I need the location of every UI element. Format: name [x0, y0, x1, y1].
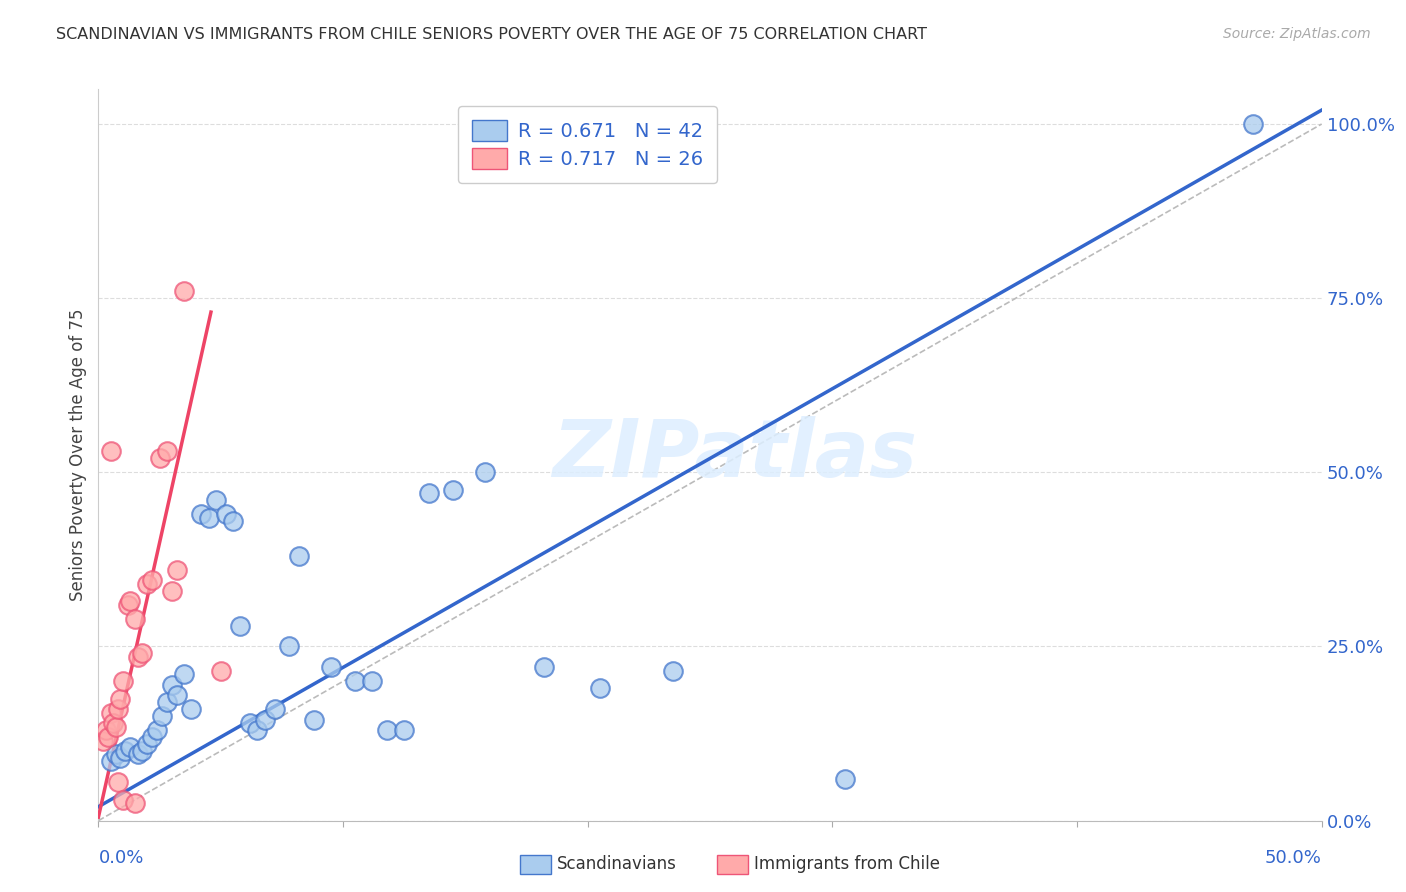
Point [110, 751, 132, 765]
Point [441, 483, 464, 497]
Point [111, 793, 134, 807]
Point [1241, 117, 1264, 131]
Point [110, 691, 132, 706]
Point [278, 640, 301, 654]
Point [117, 598, 139, 612]
Point [197, 510, 219, 524]
Point [222, 514, 245, 528]
Point [662, 664, 685, 678]
Point [136, 737, 159, 751]
Point [834, 772, 856, 786]
Point [131, 744, 153, 758]
Point [253, 713, 276, 727]
Point [141, 574, 163, 588]
Text: 50.0%: 50.0% [1265, 848, 1322, 866]
Point [214, 507, 236, 521]
Text: Scandinavians: Scandinavians [557, 855, 676, 873]
Point [246, 723, 269, 737]
Point [160, 583, 183, 598]
Point [131, 647, 153, 661]
Point [344, 674, 367, 689]
Legend: R = 0.671   N = 42, R = 0.717   N = 26: R = 0.671 N = 42, R = 0.717 N = 26 [458, 106, 717, 183]
Point [100, 444, 122, 458]
Text: Source: ZipAtlas.com: Source: ZipAtlas.com [1223, 27, 1371, 41]
Point [107, 702, 129, 716]
Point [190, 507, 212, 521]
Point [173, 667, 195, 681]
Point [375, 723, 398, 737]
Point [239, 716, 262, 731]
Point [141, 730, 163, 744]
Point [91, 733, 114, 747]
Point [146, 723, 169, 737]
Point [229, 618, 252, 632]
Point [136, 576, 159, 591]
Point [166, 563, 188, 577]
Point [97, 730, 120, 744]
Point [209, 664, 232, 678]
Point [127, 747, 149, 762]
Point [173, 284, 195, 298]
Point [124, 612, 146, 626]
Point [107, 775, 129, 789]
Point [205, 493, 228, 508]
Point [474, 466, 496, 480]
Text: Immigrants from Chile: Immigrants from Chile [754, 855, 939, 873]
Point [533, 660, 555, 674]
Point [104, 720, 127, 734]
Point [114, 744, 136, 758]
Text: ZIPatlas: ZIPatlas [553, 416, 917, 494]
Point [124, 796, 146, 810]
Point [302, 713, 325, 727]
Point [156, 444, 179, 458]
Point [589, 681, 612, 696]
Point [120, 740, 142, 755]
Point [127, 649, 149, 664]
Y-axis label: Seniors Poverty Over the Age of 75: Seniors Poverty Over the Age of 75 [69, 309, 87, 601]
Point [100, 706, 122, 720]
Point [100, 755, 122, 769]
Point [160, 678, 183, 692]
Point [392, 723, 416, 737]
Point [94, 723, 117, 737]
Point [288, 549, 311, 563]
Point [104, 747, 127, 762]
Point [101, 716, 124, 731]
Text: SCANDINAVIAN VS IMMIGRANTS FROM CHILE SENIORS POVERTY OVER THE AGE OF 75 CORRELA: SCANDINAVIAN VS IMMIGRANTS FROM CHILE SE… [56, 27, 927, 42]
Text: 0.0%: 0.0% [98, 848, 143, 866]
Point [180, 702, 202, 716]
Point [319, 660, 342, 674]
Point [150, 709, 173, 723]
Point [111, 674, 134, 689]
Point [263, 702, 285, 716]
Point [120, 594, 142, 608]
Point [149, 451, 172, 466]
Point [361, 674, 384, 689]
Point [418, 486, 440, 500]
Point [156, 695, 179, 709]
Point [166, 688, 188, 702]
